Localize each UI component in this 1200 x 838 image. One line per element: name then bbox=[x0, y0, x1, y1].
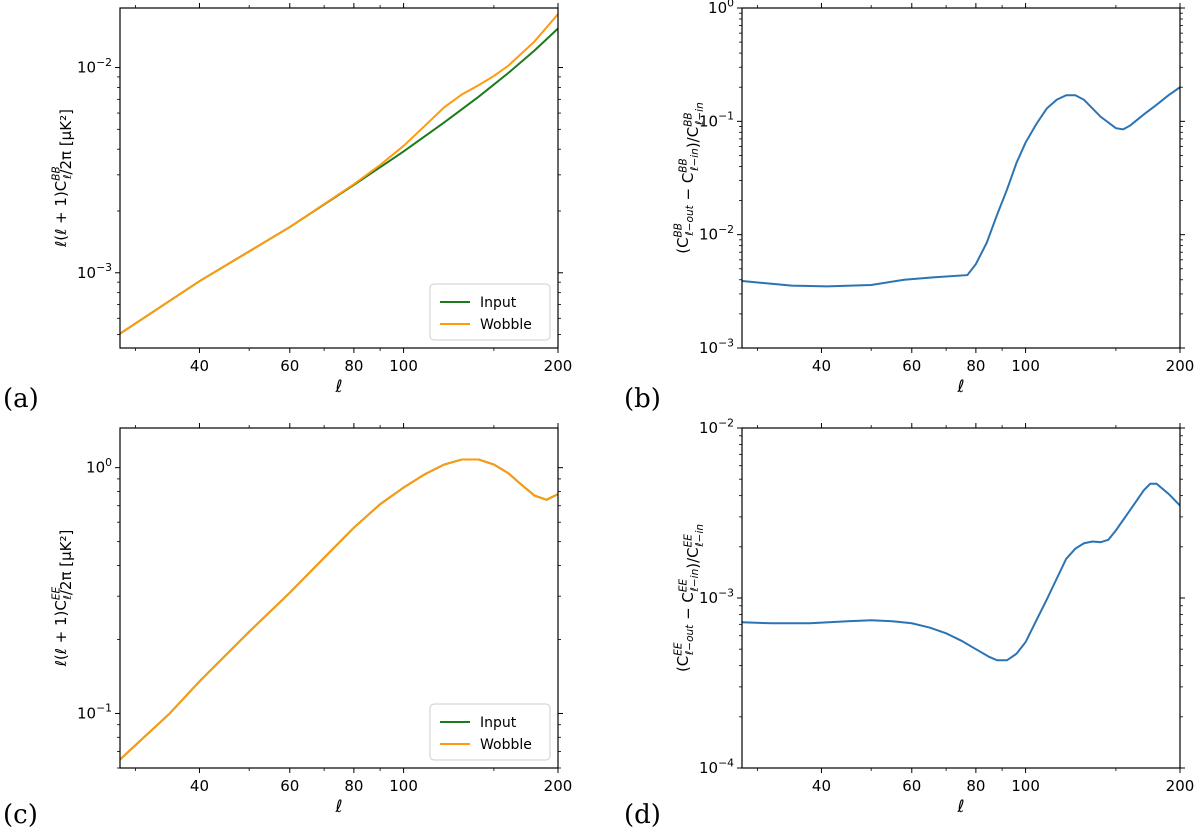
series-line-c-wobble bbox=[120, 458, 558, 761]
axes-frame-a bbox=[119, 7, 559, 349]
y-axis-label-b: (CBBℓ−out − CBBℓ−in)/CBBℓ−in bbox=[673, 102, 706, 254]
x-axis-label-c: ℓ bbox=[334, 797, 342, 817]
axes-frame-c bbox=[119, 427, 559, 769]
x-tick-label-b-40: 40 bbox=[812, 357, 831, 375]
x-tick-label-c-40: 40 bbox=[190, 777, 209, 795]
y-tick-label-c-1: 100 bbox=[86, 456, 112, 477]
y-axis-label-a: ℓ(ℓ + 1)CBBℓ/2π [μK²] bbox=[51, 109, 75, 248]
panel-label-d: (d) bbox=[624, 800, 661, 830]
y-tick-label-b-0: 10−3 bbox=[699, 336, 734, 357]
axes-frame-d bbox=[741, 427, 1181, 769]
x-tick-label-d-40: 40 bbox=[812, 777, 831, 795]
x-tick-label-c-100: 100 bbox=[389, 777, 418, 795]
panel-c: 40 60 80 100 200 10−1 100 ℓ ℓ(ℓ + 1)CEEℓ/2π [μK²… bbox=[51, 423, 573, 817]
y-axis-label-c: ℓ(ℓ + 1)CEEℓ/2π [μK²] bbox=[51, 530, 75, 668]
y-axis-label-group-b: (CBBℓ−out − CBBℓ−in)/CBBℓ−in bbox=[673, 102, 706, 254]
y-tick-label-d-2: 10−2 bbox=[699, 416, 734, 437]
y-axis-label-group-a: ℓ(ℓ + 1)CBBℓ/2π [μK²] bbox=[51, 109, 75, 248]
legend-c: Input Wobble bbox=[429, 703, 551, 761]
legend-label-c-wobble: Wobble bbox=[480, 737, 532, 753]
x-tick-label-a-60: 60 bbox=[280, 357, 299, 375]
panel-label-b: (b) bbox=[624, 384, 661, 414]
legend-a: Input Wobble bbox=[429, 283, 551, 341]
x-tick-label-d-100: 100 bbox=[1011, 777, 1040, 795]
legend-label-c-input: Input bbox=[480, 715, 517, 731]
x-tick-label-d-80: 80 bbox=[966, 777, 985, 795]
panel-label-c: (c) bbox=[3, 800, 38, 830]
series-line-a-wobble bbox=[120, 13, 558, 335]
x-axis-label-a: ℓ bbox=[334, 377, 342, 397]
y-axis-label-group-d: (CEEℓ−out − CEEℓ−in)/CEEℓ−in bbox=[673, 524, 706, 672]
x-tick-label-c-60: 60 bbox=[280, 777, 299, 795]
x-tick-label-a-100: 100 bbox=[389, 357, 418, 375]
x-tick-label-a-40: 40 bbox=[190, 357, 209, 375]
y-tick-label-a-0: 10−3 bbox=[77, 261, 112, 282]
y-tick-label-d-1: 10−3 bbox=[699, 586, 734, 607]
panel-d: 40 60 80 100 200 10−4 10−3 10−2 ℓ (CEEℓ−out − CEE… bbox=[673, 416, 1195, 817]
x-tick-label-c-80: 80 bbox=[344, 777, 363, 795]
x-tick-label-b-60: 60 bbox=[902, 357, 921, 375]
x-tick-label-a-80: 80 bbox=[344, 357, 363, 375]
x-tick-label-b-80: 80 bbox=[966, 357, 985, 375]
y-tick-label-a-1: 10−2 bbox=[77, 56, 112, 77]
legend-label-a-wobble: Wobble bbox=[480, 317, 532, 333]
y-axis-label-group-c: ℓ(ℓ + 1)CEEℓ/2π [μK²] bbox=[51, 530, 75, 668]
axes-frame-b bbox=[741, 7, 1181, 349]
x-tick-label-b-100: 100 bbox=[1011, 357, 1040, 375]
series-line-d-residual-ee bbox=[742, 482, 1180, 662]
y-axis-label-d: (CEEℓ−out − CEEℓ−in)/CEEℓ−in bbox=[673, 524, 706, 672]
panel-label-a: (a) bbox=[3, 384, 39, 414]
x-tick-label-d-60: 60 bbox=[902, 777, 921, 795]
y-tick-label-b-3: 100 bbox=[708, 0, 734, 17]
x-axis-label-b: ℓ bbox=[956, 377, 964, 397]
y-tick-label-d-0: 10−4 bbox=[699, 756, 734, 777]
panel-b: 40 60 80 100 200 10−3 10−2 10−1 100 ℓ (CBBℓ−out − … bbox=[673, 0, 1195, 397]
x-tick-label-c-200: 200 bbox=[544, 777, 573, 795]
legend-box-a bbox=[429, 283, 551, 341]
x-tick-label-a-200: 200 bbox=[544, 357, 573, 375]
y-tick-label-c-0: 10−1 bbox=[77, 702, 112, 723]
y-tick-label-b-2: 10−1 bbox=[699, 110, 734, 131]
x-tick-label-d-200: 200 bbox=[1166, 777, 1195, 795]
panel-a: 40 60 80 100 200 10−3 10−2 ℓ ℓ(ℓ + 1)CBBℓ/2π [μK… bbox=[51, 3, 573, 397]
legend-box-c bbox=[429, 703, 551, 761]
y-tick-label-b-1: 10−2 bbox=[699, 223, 734, 244]
x-tick-label-b-200: 200 bbox=[1166, 357, 1195, 375]
series-line-b-residual-bb bbox=[742, 86, 1180, 288]
x-axis-label-d: ℓ bbox=[956, 797, 964, 817]
legend-label-a-input: Input bbox=[480, 295, 517, 311]
